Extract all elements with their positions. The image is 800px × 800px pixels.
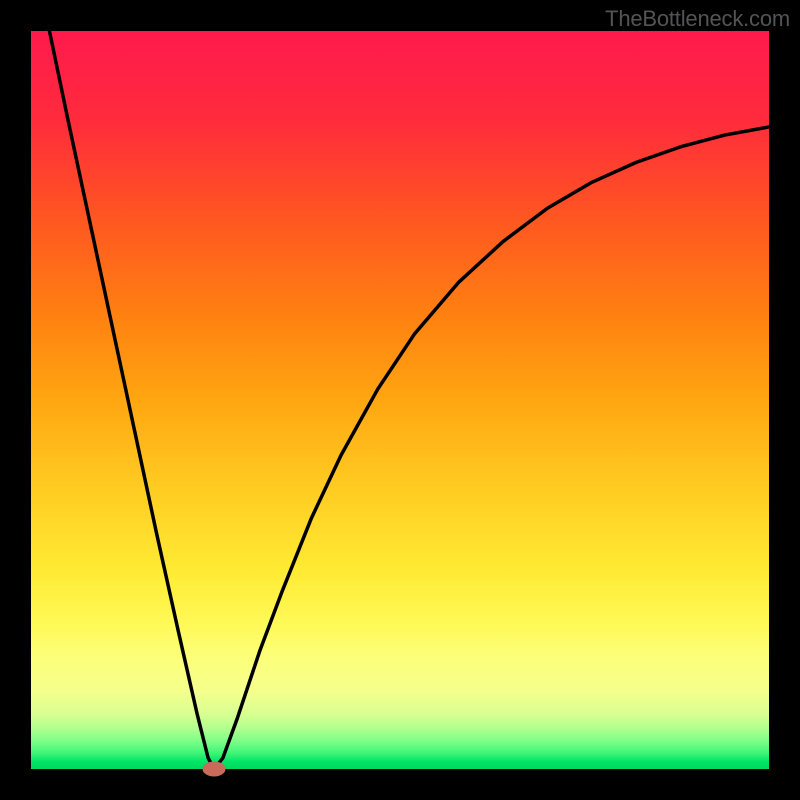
watermark-text: TheBottleneck.com: [605, 6, 790, 32]
chart-container: TheBottleneck.com: [0, 0, 800, 800]
minimum-marker: [203, 762, 225, 776]
chart-svg: [0, 0, 800, 800]
plot-background: [31, 31, 769, 769]
